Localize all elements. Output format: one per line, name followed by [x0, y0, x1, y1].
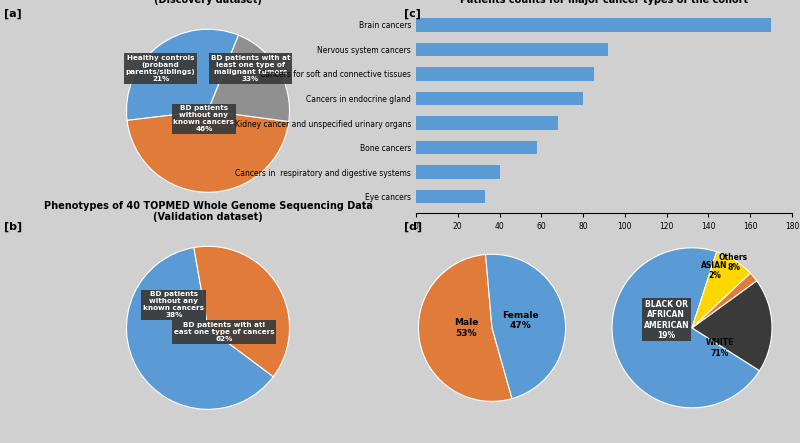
Text: BD patients with at
least one type of
malignant tumors
33%: BD patients with at least one type of ma… — [210, 55, 290, 82]
Text: Female
47%: Female 47% — [502, 311, 538, 330]
Wedge shape — [692, 252, 750, 328]
Bar — [416, 190, 485, 203]
Title: Patients counts for major cancer types of the cohort: Patients counts for major cancer types o… — [460, 0, 748, 5]
Text: [d]: [d] — [404, 222, 422, 232]
Bar — [416, 165, 499, 179]
Bar — [416, 92, 583, 105]
Text: Healthy controls
(proband
parents/siblings)
21%: Healthy controls (proband parents/siblin… — [126, 55, 195, 82]
Wedge shape — [692, 281, 772, 371]
Text: BLACK OR
AFRICAN
AMERICAN
19%: BLACK OR AFRICAN AMERICAN 19% — [643, 300, 690, 340]
Text: WHITE
71%: WHITE 71% — [706, 338, 734, 358]
Text: [b]: [b] — [4, 222, 22, 232]
Text: Others
8%: Others 8% — [719, 253, 748, 272]
Wedge shape — [692, 273, 757, 328]
Bar — [416, 43, 608, 56]
Title: Phenotypes of 1653 Kid First Whole Genome Sequencing Data
(Discovery dataset): Phenotypes of 1653 Kid First Whole Genom… — [37, 0, 379, 5]
Text: BD patients
without any
known cancers
38%: BD patients without any known cancers 38… — [143, 291, 204, 319]
Title: Phenotypes of 40 TOPMED Whole Genome Sequencing Data
(Validation dataset): Phenotypes of 40 TOPMED Whole Genome Seq… — [43, 201, 373, 222]
Text: ASIAN
2%: ASIAN 2% — [701, 260, 728, 280]
Text: Male
53%: Male 53% — [454, 318, 478, 338]
Wedge shape — [418, 254, 512, 401]
Wedge shape — [194, 246, 290, 377]
Wedge shape — [208, 35, 290, 121]
Wedge shape — [127, 111, 289, 192]
Wedge shape — [612, 248, 759, 408]
Wedge shape — [126, 248, 274, 409]
Wedge shape — [486, 254, 566, 399]
Text: BD patients with atl
east one type of cancers
62%: BD patients with atl east one type of ca… — [174, 322, 274, 342]
Bar — [416, 67, 594, 81]
Text: [c]: [c] — [404, 9, 421, 19]
Text: BD patients
without any
known cancers
46%: BD patients without any known cancers 46… — [174, 105, 234, 132]
Text: [a]: [a] — [4, 9, 22, 19]
Wedge shape — [126, 29, 238, 120]
Bar — [416, 18, 771, 31]
Bar — [416, 116, 558, 130]
Bar — [416, 141, 537, 154]
